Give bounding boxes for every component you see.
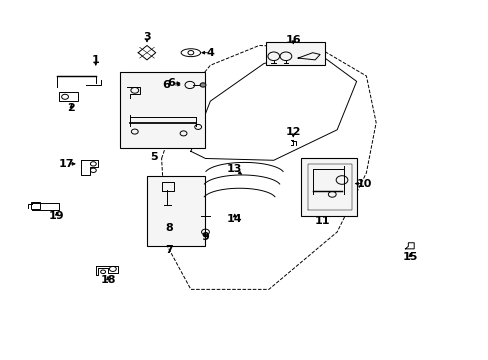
Text: 16: 16	[285, 35, 301, 45]
Text: 7: 7	[165, 245, 172, 255]
Bar	[59, 92, 78, 101]
Text: 6: 6	[167, 78, 175, 88]
Bar	[147, 176, 205, 246]
Text: 10: 10	[356, 179, 371, 189]
Text: 17: 17	[59, 159, 74, 169]
Text: 3: 3	[143, 32, 150, 41]
Text: 6: 6	[162, 80, 170, 90]
Text: 12: 12	[285, 127, 301, 136]
Text: 4: 4	[206, 48, 214, 58]
Text: 11: 11	[314, 216, 329, 226]
Text: 18: 18	[100, 275, 116, 285]
Text: 8: 8	[165, 224, 172, 233]
Text: 19: 19	[49, 211, 64, 221]
Circle shape	[200, 83, 205, 87]
Text: 2: 2	[67, 103, 75, 113]
Text: 1: 1	[92, 55, 100, 65]
Bar	[300, 158, 356, 216]
Text: 15: 15	[402, 252, 417, 262]
Text: 5: 5	[150, 152, 158, 162]
Text: 14: 14	[226, 215, 242, 224]
Bar	[266, 42, 325, 65]
Bar	[120, 72, 205, 148]
Text: 9: 9	[201, 232, 209, 242]
Text: 13: 13	[226, 164, 242, 174]
Bar	[31, 202, 40, 209]
